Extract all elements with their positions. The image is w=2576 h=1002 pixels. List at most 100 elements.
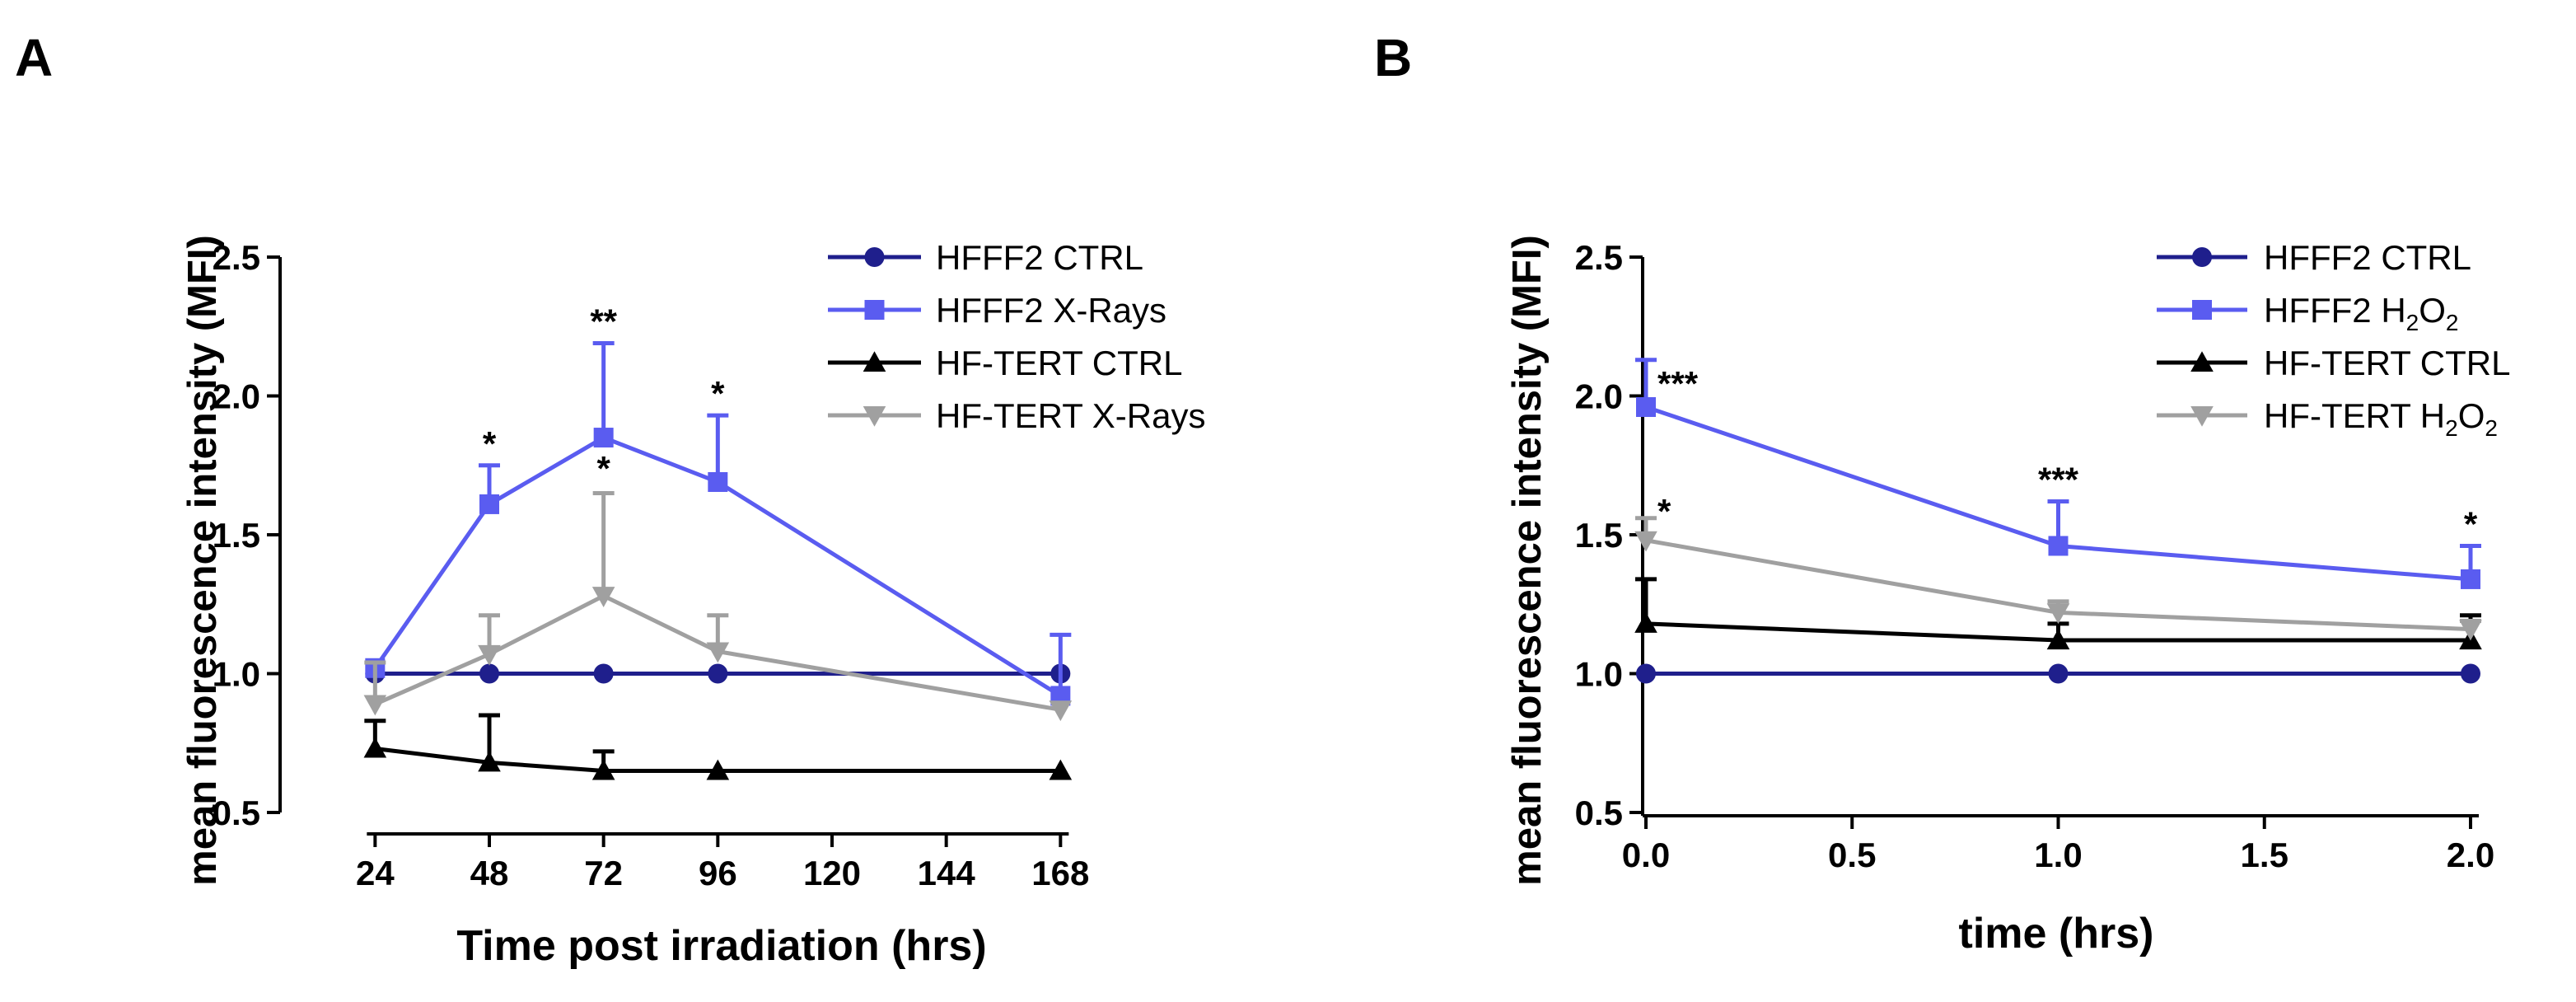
data-point xyxy=(706,759,730,780)
x-tick-label-b: 1.5 xyxy=(2241,836,2288,874)
data-point xyxy=(363,695,387,716)
data-point xyxy=(478,644,501,666)
significance-label: * xyxy=(596,449,610,488)
x-tick-label-b: 1.0 xyxy=(2034,836,2082,874)
x-tick-label-b: 0.0 xyxy=(1622,836,1670,874)
significance-label: *** xyxy=(2038,461,2079,499)
legend-item: HFFF2 X-Rays xyxy=(828,291,1166,330)
legend-label: HFFF2 CTRL xyxy=(936,238,1143,277)
y-tick-label-b: 2.5 xyxy=(1575,238,1623,277)
data-point xyxy=(1636,396,1656,417)
significance-label: * xyxy=(2464,504,2478,543)
data-point xyxy=(2048,663,2069,684)
legend-label: HFFF2 H2O2 xyxy=(2264,291,2458,335)
legend-item: HF-TERT H2O2 xyxy=(2157,396,2498,441)
data-point xyxy=(479,663,499,684)
legend-marker xyxy=(2192,247,2212,267)
y-axis-title-a: mean fluorescence intensity (MFI) xyxy=(180,235,225,886)
x-tick-label-a: 24 xyxy=(356,854,395,892)
legend-marker xyxy=(863,351,886,372)
legend-label: HF-TERT H2O2 xyxy=(2264,396,2498,441)
data-point xyxy=(479,494,499,514)
y-tick-label-a: 2.0 xyxy=(213,377,260,416)
x-tick-label-b: 2.0 xyxy=(2447,836,2494,874)
y-tick-label-b: 2.0 xyxy=(1575,377,1623,416)
legend-marker xyxy=(2190,405,2214,427)
series-b-hf-tert-h2o2 xyxy=(1634,516,2482,641)
legend-label: HF-TERT X-Rays xyxy=(936,396,1205,435)
series-b-hfff2-h2o2 xyxy=(1635,358,2481,589)
series-a-hf-tert-x-rays xyxy=(363,490,1073,722)
series-a-hf-tert-ctrl xyxy=(363,713,1073,780)
data-point xyxy=(2461,569,2480,589)
significance-label: * xyxy=(483,424,497,463)
panel-label-b: B xyxy=(1374,28,1412,87)
data-point xyxy=(2461,663,2480,684)
x-tick-label-a: 72 xyxy=(584,854,623,892)
x-tick-label-a: 144 xyxy=(918,854,976,892)
legend-label: HF-TERT CTRL xyxy=(936,344,1182,382)
y-tick-label-a: 1.0 xyxy=(213,655,260,694)
data-point xyxy=(363,737,387,758)
significance-label: * xyxy=(1657,492,1671,531)
legend-marker xyxy=(2190,351,2214,372)
legend-b: HFFF2 CTRL HFFF2 H2O2 HF-TERT CTRL HF-TERT … xyxy=(2157,238,2510,441)
plot-area-a: 0.51.01.52.02.524 48 72 96 120 144 168***** xyxy=(213,238,1090,892)
legend-item: HF-TERT CTRL xyxy=(828,344,1182,382)
series-b-hfff2-ctrl xyxy=(1636,663,2480,684)
data-point xyxy=(2046,629,2070,650)
data-point xyxy=(1634,531,1657,552)
x-tick-label-b: 0.5 xyxy=(1828,836,1876,874)
data-point xyxy=(1634,612,1657,633)
y-tick-label-a: 0.5 xyxy=(213,794,260,832)
legend-label: HF-TERT CTRL xyxy=(2264,344,2510,382)
x-axis-title-a: Time post irradiation (hrs) xyxy=(456,922,986,970)
chart-panel-a: mean fluorescence intensity (MFI) Time p… xyxy=(180,235,1205,970)
legend-marker xyxy=(864,300,885,320)
legend-item: HF-TERT CTRL xyxy=(2157,344,2510,382)
data-point xyxy=(1636,663,1656,684)
legend-marker xyxy=(2192,300,2212,320)
legend-label: HFFF2 CTRL xyxy=(2264,238,2471,277)
x-tick-label-a: 120 xyxy=(803,854,861,892)
chart-panel-b: mean fluorescence intensity (MFI) time (… xyxy=(1505,235,2510,958)
significance-label: * xyxy=(711,374,725,413)
data-point xyxy=(593,428,614,448)
x-tick-label-a: 168 xyxy=(1031,854,1089,892)
data-point xyxy=(2459,620,2482,641)
data-point xyxy=(708,663,728,684)
x-tick-label-a: 48 xyxy=(470,854,509,892)
data-point xyxy=(478,751,501,772)
y-tick-label-b: 0.5 xyxy=(1575,794,1623,832)
series-a-hfff2-ctrl xyxy=(365,663,1071,684)
data-point xyxy=(706,642,730,663)
legend-item: HFFF2 CTRL xyxy=(828,238,1143,277)
plot-area-b: 0.51.01.52.02.50.0 0.5 1.0 1.5 2.0******** xyxy=(1575,238,2495,874)
data-point xyxy=(2048,536,2069,556)
y-tick-label-b: 1.0 xyxy=(1575,655,1623,694)
legend-a: HFFF2 CTRL HFFF2 X-Rays HF-TERT CTRL HF-TER… xyxy=(828,238,1205,435)
y-tick-label-b: 1.5 xyxy=(1575,516,1623,555)
significance-label: ** xyxy=(590,302,617,340)
legend-item: HF-TERT X-Rays xyxy=(828,396,1205,435)
legend-item: HFFF2 H2O2 xyxy=(2157,291,2458,335)
x-tick-label-a: 96 xyxy=(699,854,737,892)
y-tick-label-a: 1.5 xyxy=(213,516,260,555)
data-point xyxy=(591,759,615,780)
legend-marker xyxy=(864,247,885,267)
legend-marker xyxy=(863,405,886,427)
legend-label: HFFF2 X-Rays xyxy=(936,291,1166,330)
data-point xyxy=(1049,759,1073,780)
significance-label: *** xyxy=(1657,364,1699,403)
data-point xyxy=(708,471,728,492)
legend-item: HFFF2 CTRL xyxy=(2157,238,2471,277)
data-point xyxy=(1049,700,1073,722)
data-point xyxy=(591,587,615,607)
y-tick-label-a: 2.5 xyxy=(213,238,260,277)
y-axis-title-b: mean fluorescence intensity (MFI) xyxy=(1505,235,1550,886)
x-axis-title-b: time (hrs) xyxy=(1959,910,2154,958)
panel-label-a: A xyxy=(15,28,53,87)
data-point xyxy=(593,663,614,684)
data-point xyxy=(2046,603,2070,625)
